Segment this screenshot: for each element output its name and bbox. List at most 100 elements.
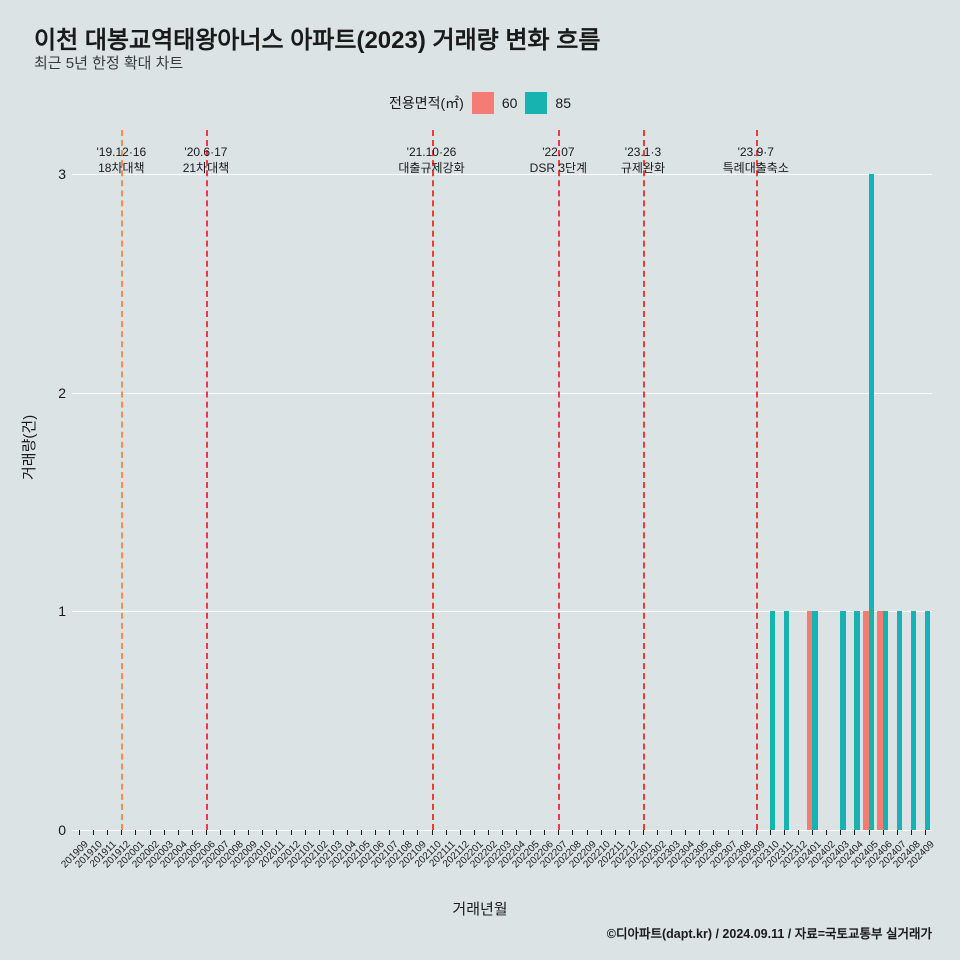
x-tick-mark: [713, 830, 714, 835]
x-tick-mark: [403, 830, 404, 835]
policy-label: '21.10·26대출규제강화: [398, 144, 464, 176]
x-tick-mark: [629, 830, 630, 835]
x-tick-mark: [685, 830, 686, 835]
x-tick-mark: [150, 830, 151, 835]
x-tick-mark: [502, 830, 503, 835]
policy-line: [756, 130, 758, 830]
x-tick-mark: [840, 830, 841, 835]
policy-line: [432, 130, 434, 830]
x-tick-mark: [262, 830, 263, 835]
x-tick-mark: [699, 830, 700, 835]
y-axis-label: 거래량(건): [18, 415, 39, 480]
x-tick-mark: [615, 830, 616, 835]
x-tick-mark: [248, 830, 249, 835]
x-tick-mark: [446, 830, 447, 835]
x-tick-mark: [432, 830, 433, 835]
x-tick-mark: [305, 830, 306, 835]
bar-85: [854, 611, 859, 830]
x-tick-mark: [671, 830, 672, 835]
y-tick-label: 1: [58, 603, 66, 619]
legend-title: 전용면적(㎡): [389, 93, 464, 113]
legend-label-85: 85: [555, 95, 571, 111]
x-tick-mark: [742, 830, 743, 835]
x-tick-mark: [276, 830, 277, 835]
x-tick-mark: [220, 830, 221, 835]
x-tick-mark: [164, 830, 165, 835]
x-tick-mark: [784, 830, 785, 835]
x-tick-mark: [516, 830, 517, 835]
x-tick-mark: [812, 830, 813, 835]
chart-title: 이천 대봉교역태왕아너스 아파트(2023) 거래량 변화 흐름: [34, 20, 600, 55]
x-tick-mark: [234, 830, 235, 835]
x-tick-mark: [291, 830, 292, 835]
x-tick-mark: [121, 830, 122, 835]
x-tick-mark: [488, 830, 489, 835]
y-tick-label: 3: [58, 166, 66, 182]
bar-85: [784, 611, 789, 830]
x-tick-mark: [572, 830, 573, 835]
x-tick-mark: [192, 830, 193, 835]
x-tick-mark: [911, 830, 912, 835]
x-tick-mark: [756, 830, 757, 835]
x-tick-mark: [178, 830, 179, 835]
x-tick-mark: [319, 830, 320, 835]
legend-swatch-60: [472, 92, 494, 114]
policy-line: [206, 130, 208, 830]
x-tick-mark: [347, 830, 348, 835]
policy-line: [121, 130, 123, 830]
legend-label-60: 60: [502, 95, 518, 111]
policy-label: '20.6·1721차대책: [183, 144, 229, 176]
gridline: [72, 611, 932, 612]
x-tick-mark: [361, 830, 362, 835]
x-tick-mark: [601, 830, 602, 835]
x-tick-mark: [728, 830, 729, 835]
legend: 전용면적(㎡) 60 85: [389, 92, 571, 114]
policy-label: '23.9·7특례대출축소: [723, 144, 789, 176]
x-tick-mark: [544, 830, 545, 835]
x-tick-mark: [897, 830, 898, 835]
credit-line: ©디아파트(dapt.kr) / 2024.09.11 / 자료=국토교통부 실…: [607, 923, 932, 942]
x-tick-mark: [460, 830, 461, 835]
x-tick-mark: [657, 830, 658, 835]
x-tick-mark: [869, 830, 870, 835]
x-tick-mark: [333, 830, 334, 835]
bar-85: [869, 174, 874, 830]
x-tick-mark: [474, 830, 475, 835]
x-tick-mark: [587, 830, 588, 835]
y-tick-label: 0: [58, 822, 66, 838]
x-tick-mark: [530, 830, 531, 835]
x-axis-label: 거래년월: [452, 898, 507, 919]
bar-85: [911, 611, 916, 830]
gridline: [72, 393, 932, 394]
legend-swatch-85: [525, 92, 547, 114]
x-tick-mark: [107, 830, 108, 835]
policy-label: '19.12·1618차대책: [97, 144, 147, 176]
x-tick-mark: [826, 830, 827, 835]
policy-line: [643, 130, 645, 830]
y-tick-label: 2: [58, 385, 66, 401]
x-tick-mark: [925, 830, 926, 835]
bar-85: [925, 611, 930, 830]
x-tick-mark: [417, 830, 418, 835]
x-tick-mark: [854, 830, 855, 835]
x-tick-mark: [375, 830, 376, 835]
policy-label: '23.1·3규제완화: [621, 144, 665, 176]
bar-85: [883, 611, 888, 830]
bar-85: [897, 611, 902, 830]
bar-85: [840, 611, 845, 830]
x-tick-mark: [93, 830, 94, 835]
x-tick-mark: [79, 830, 80, 835]
bar-85: [812, 611, 817, 830]
policy-label: '22.07DSR 3단계: [530, 144, 587, 176]
x-tick-mark: [883, 830, 884, 835]
x-tick-mark: [558, 830, 559, 835]
policy-line: [558, 130, 560, 830]
x-tick-mark: [643, 830, 644, 835]
x-tick-mark: [798, 830, 799, 835]
x-tick-mark: [135, 830, 136, 835]
bar-85: [770, 611, 775, 830]
x-tick-mark: [206, 830, 207, 835]
x-tick-mark: [389, 830, 390, 835]
x-tick-mark: [770, 830, 771, 835]
chart-subtitle: 최근 5년 한정 확대 차트: [34, 52, 183, 73]
